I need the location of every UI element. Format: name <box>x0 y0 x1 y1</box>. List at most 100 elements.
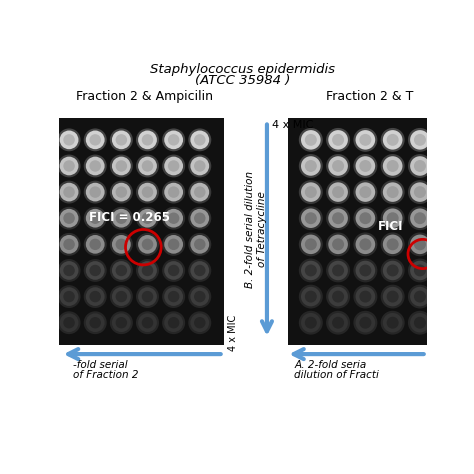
Circle shape <box>301 156 320 176</box>
Circle shape <box>168 134 179 146</box>
Circle shape <box>410 235 430 254</box>
Circle shape <box>305 212 317 224</box>
Circle shape <box>408 258 432 283</box>
Bar <box>288 118 443 345</box>
Circle shape <box>328 235 348 254</box>
Circle shape <box>168 291 179 302</box>
Circle shape <box>354 232 377 256</box>
Circle shape <box>162 128 185 151</box>
Circle shape <box>142 291 153 302</box>
Circle shape <box>110 285 133 308</box>
Circle shape <box>90 317 101 328</box>
Circle shape <box>116 265 127 276</box>
Circle shape <box>387 238 399 250</box>
Circle shape <box>57 128 81 151</box>
Circle shape <box>381 154 405 178</box>
Circle shape <box>414 264 426 276</box>
Circle shape <box>387 212 399 224</box>
Circle shape <box>138 235 157 254</box>
Circle shape <box>84 128 107 151</box>
Circle shape <box>326 311 350 335</box>
Circle shape <box>332 212 344 224</box>
Circle shape <box>142 238 153 250</box>
Circle shape <box>383 182 402 202</box>
Circle shape <box>136 233 159 256</box>
Circle shape <box>305 160 317 172</box>
Circle shape <box>387 291 399 302</box>
Circle shape <box>164 156 183 175</box>
Circle shape <box>138 130 157 149</box>
Circle shape <box>359 134 371 146</box>
Circle shape <box>168 212 179 224</box>
Circle shape <box>299 128 323 152</box>
Circle shape <box>142 212 153 224</box>
Circle shape <box>305 134 317 146</box>
Circle shape <box>112 130 131 149</box>
Circle shape <box>84 285 107 308</box>
Circle shape <box>332 291 344 302</box>
Circle shape <box>381 180 405 204</box>
Circle shape <box>60 261 79 280</box>
Circle shape <box>410 182 430 202</box>
Circle shape <box>410 130 430 150</box>
Text: (ATCC 35984 ): (ATCC 35984 ) <box>195 74 291 87</box>
Circle shape <box>194 160 206 172</box>
Circle shape <box>299 285 323 309</box>
Circle shape <box>162 285 185 308</box>
Circle shape <box>301 209 320 228</box>
Circle shape <box>328 182 348 202</box>
Circle shape <box>188 155 211 177</box>
Circle shape <box>162 181 185 203</box>
Circle shape <box>60 156 79 175</box>
Circle shape <box>383 235 402 254</box>
Circle shape <box>112 313 131 332</box>
Circle shape <box>305 317 317 328</box>
Circle shape <box>408 232 432 256</box>
Circle shape <box>194 212 206 224</box>
Text: FICI = 0.265: FICI = 0.265 <box>89 211 170 224</box>
Circle shape <box>110 259 133 282</box>
Circle shape <box>328 130 348 150</box>
Text: FICI: FICI <box>378 220 403 233</box>
Circle shape <box>408 285 432 309</box>
Circle shape <box>383 209 402 228</box>
Text: 4 x MIC: 4 x MIC <box>272 120 313 130</box>
Circle shape <box>387 264 399 276</box>
Text: Staphylococcus epidermidis: Staphylococcus epidermidis <box>150 63 336 76</box>
Circle shape <box>64 291 75 302</box>
Circle shape <box>136 207 159 229</box>
Circle shape <box>191 156 209 175</box>
Circle shape <box>136 155 159 177</box>
Circle shape <box>408 154 432 178</box>
Circle shape <box>60 130 79 149</box>
Circle shape <box>57 155 81 177</box>
Circle shape <box>57 233 81 256</box>
Circle shape <box>168 160 179 172</box>
Circle shape <box>164 235 183 254</box>
Text: 4 x MIC: 4 x MIC <box>228 315 238 351</box>
Circle shape <box>142 160 153 172</box>
Circle shape <box>164 313 183 332</box>
Circle shape <box>110 207 133 229</box>
Circle shape <box>60 313 79 332</box>
Circle shape <box>328 313 348 332</box>
Circle shape <box>110 311 133 334</box>
Text: A. 2-fold seria: A. 2-fold seria <box>294 360 366 370</box>
Circle shape <box>301 313 320 332</box>
Circle shape <box>354 258 377 283</box>
Circle shape <box>64 160 75 172</box>
Circle shape <box>410 287 430 306</box>
Circle shape <box>84 155 107 177</box>
Circle shape <box>64 186 75 198</box>
Circle shape <box>60 209 79 228</box>
Circle shape <box>305 291 317 302</box>
Circle shape <box>162 259 185 282</box>
Circle shape <box>142 134 153 146</box>
Circle shape <box>356 261 375 280</box>
Circle shape <box>408 206 432 230</box>
Circle shape <box>354 285 377 309</box>
Circle shape <box>57 207 81 229</box>
Circle shape <box>138 183 157 201</box>
Circle shape <box>90 238 101 250</box>
Circle shape <box>194 134 206 146</box>
